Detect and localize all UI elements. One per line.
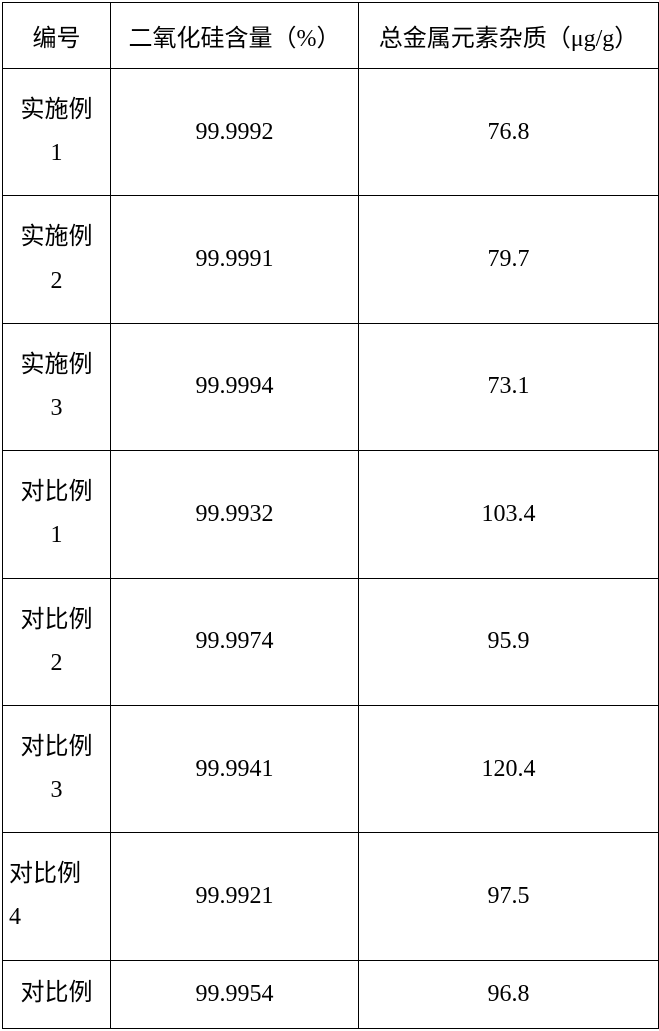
sio2-cell: 99.9994: [111, 323, 359, 450]
table-header-row: 编号 二氧化硅含量（%） 总金属元素杂质（μg/g）: [3, 3, 659, 69]
table-row: 实施例399.999473.1: [3, 323, 659, 450]
table-row: 对比例399.9941120.4: [3, 705, 659, 832]
row-label-line1: 实施例: [7, 89, 106, 132]
row-label-line1: 实施例: [7, 344, 106, 387]
table-row: 对比例299.997495.9: [3, 578, 659, 705]
row-label-line2: 3: [7, 387, 106, 430]
row-label-cell: 实施例2: [3, 196, 111, 323]
row-label-line1: 实施例: [7, 216, 106, 259]
metal-cell: 95.9: [359, 578, 659, 705]
sio2-cell: 99.9991: [111, 196, 359, 323]
table-row: 对比例199.9932103.4: [3, 451, 659, 578]
row-label-line2: 4: [9, 896, 106, 939]
metal-cell: 76.8: [359, 69, 659, 196]
metal-cell: 96.8: [359, 960, 659, 1028]
row-label-line1: 对比例: [7, 726, 106, 769]
row-label-cell: 对比例: [3, 960, 111, 1028]
row-label-line1: 对比例: [9, 853, 106, 896]
row-label-line1: 对比例: [7, 599, 106, 642]
row-label-cell: 对比例2: [3, 578, 111, 705]
sio2-cell: 99.9992: [111, 69, 359, 196]
table-row: 实施例199.999276.8: [3, 69, 659, 196]
row-label-line2: 3: [7, 769, 106, 812]
table-body: 实施例199.999276.8实施例299.999179.7实施例399.999…: [3, 69, 659, 1029]
row-label-line2: 1: [7, 514, 106, 557]
sio2-cell: 99.9941: [111, 705, 359, 832]
table-row: 实施例299.999179.7: [3, 196, 659, 323]
metal-cell: 120.4: [359, 705, 659, 832]
row-label-line1: 对比例: [7, 471, 106, 514]
sio2-cell: 99.9974: [111, 578, 359, 705]
sio2-cell: 99.9921: [111, 833, 359, 960]
table-row: 对比例499.992197.5: [3, 833, 659, 960]
row-label-line2: 2: [7, 260, 106, 303]
metal-cell: 97.5: [359, 833, 659, 960]
column-header-id: 编号: [3, 3, 111, 69]
metal-cell: 79.7: [359, 196, 659, 323]
row-label-cell: 对比例1: [3, 451, 111, 578]
sio2-cell: 99.9932: [111, 451, 359, 578]
data-table-container: 编号 二氧化硅含量（%） 总金属元素杂质（μg/g） 实施例199.999276…: [2, 2, 657, 1029]
column-header-sio2: 二氧化硅含量（%）: [111, 3, 359, 69]
row-label-line2: 2: [7, 642, 106, 685]
table-row: 对比例99.995496.8: [3, 960, 659, 1028]
data-table: 编号 二氧化硅含量（%） 总金属元素杂质（μg/g） 实施例199.999276…: [2, 2, 659, 1029]
column-header-metal: 总金属元素杂质（μg/g）: [359, 3, 659, 69]
metal-cell: 103.4: [359, 451, 659, 578]
row-label-cell: 对比例4: [3, 833, 111, 960]
row-label-cell: 实施例1: [3, 69, 111, 196]
row-label-cell: 对比例3: [3, 705, 111, 832]
row-label-line1: 对比例: [7, 977, 106, 1011]
sio2-cell: 99.9954: [111, 960, 359, 1028]
row-label-cell: 实施例3: [3, 323, 111, 450]
row-label-line2: 1: [7, 132, 106, 175]
metal-cell: 73.1: [359, 323, 659, 450]
